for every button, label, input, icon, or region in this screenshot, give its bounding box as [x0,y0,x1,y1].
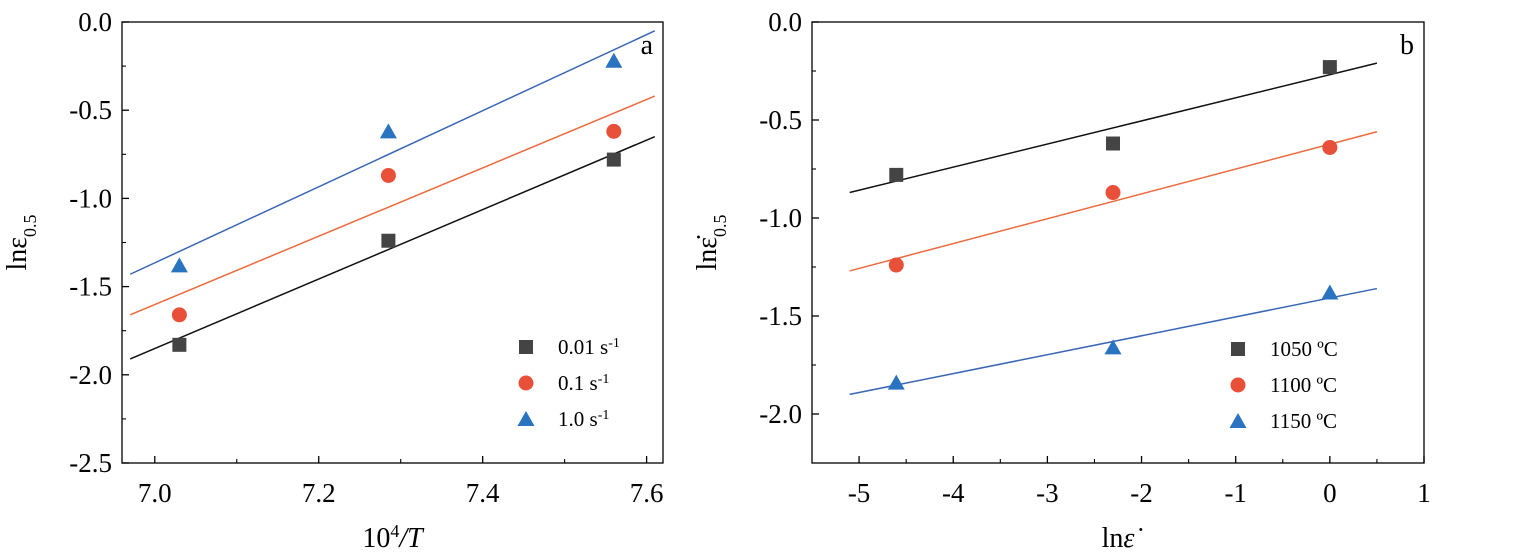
data-point-1 [381,233,396,248]
data-point-1 [1322,60,1337,75]
x-axis-title: lnε̇ [1102,523,1143,554]
legend-label: 1150 ºC [1270,409,1337,433]
legend-label: 1100 ºC [1270,373,1337,397]
panel-a: 7.0 7.2 7.4 7.6 0.0 -0.5 -1.0 -1.5 -2.0 -2.5 a 0.01… [2,7,664,554]
y-axis-title: lnε̇0.5 [692,214,730,270]
fit-line-2 [129,95,656,316]
data-point-2 [1322,139,1338,155]
fit-line-2 [849,131,1378,272]
y-tick-label: -1.0 [759,203,802,233]
fit-line-3 [129,30,656,275]
data-point-2 [1105,185,1121,201]
data-point-1 [606,152,621,167]
x-tick-label: 7.0 [138,478,172,508]
y-tick-label: -0.5 [69,95,112,125]
y-tick-label: -0.5 [759,105,802,135]
x-tick-label: 7.6 [630,478,664,508]
legend-label: 0.01 s-1 [558,335,620,359]
data-point-3 [605,52,623,68]
y-tick-label: -2.0 [69,360,112,390]
data-point-1 [1106,136,1121,151]
x-tick-label: 1 [1417,478,1431,508]
panel-b-frame [811,21,1425,464]
data-point-2 [380,167,396,183]
legend: 0.01 s-1 0.1 s-1 1.0 s-1 [517,335,620,431]
x-tick-label: -2 [1130,478,1153,508]
y-tick-label: 0.0 [78,7,112,37]
legend-marker [1230,377,1246,393]
legend-marker [1229,413,1247,428]
data-point-3 [1104,339,1122,355]
x-tick-label: -1 [1224,478,1247,508]
data-point-3 [1321,284,1339,300]
x-tick-label: -5 [848,478,871,508]
y-tick-label: -1.5 [69,272,112,302]
y-tick-label: -2.0 [759,399,802,429]
x-tick-label: -4 [942,478,965,508]
data-point-2 [171,307,187,323]
legend-marker [1231,342,1245,356]
legend-label: 0.1 s-1 [558,371,609,395]
panel-label: b [1400,30,1414,61]
fit-line-1 [849,62,1378,194]
y-tick-label: -1.5 [759,301,802,331]
data-point-2 [606,123,622,139]
x-axis-title: 104/T [362,521,425,554]
x-tick-label: 0 [1323,478,1337,508]
fit-line-1 [129,135,656,360]
x-tick-label: 7.2 [302,478,336,508]
legend-label: 1.0 s-1 [558,407,609,431]
y-tick-label: -1.0 [69,183,112,213]
data-point-2 [888,257,904,273]
legend: 1050 ºC 1100 ºC 1150 ºC [1229,337,1338,433]
y-tick-label: -2.5 [69,448,112,478]
data-point-1 [889,167,904,182]
legend-marker [518,375,534,391]
x-tick-label: 7.4 [466,478,500,508]
y-tick-label: 0.0 [768,7,802,37]
y-axis-title: lnε0.5 [2,214,40,270]
panel-label: a [641,30,654,61]
data-point-3 [170,257,188,273]
data-point-3 [887,374,905,390]
legend-marker [517,411,535,426]
legend-label: 1050 ºC [1270,337,1338,361]
legend-marker [519,340,533,354]
x-tick-label: -3 [1036,478,1059,508]
data-point-3 [379,123,397,139]
data-point-1 [172,337,187,352]
